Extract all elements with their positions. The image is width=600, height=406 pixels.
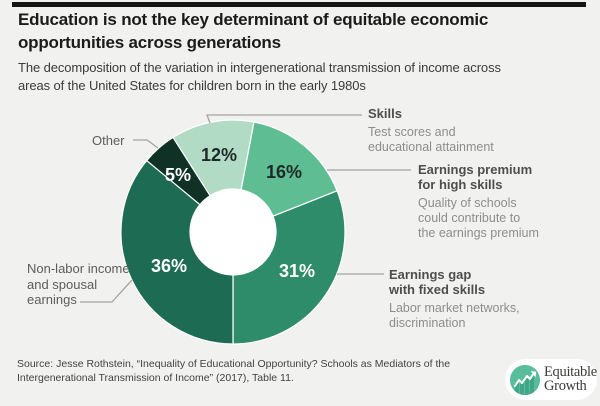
callout-skills-title: Skills bbox=[368, 106, 402, 121]
nonlabor-label: Non-labor income and spousal earnings bbox=[27, 261, 130, 307]
callout-gap: Earnings gap with fixed skills Labor mar… bbox=[389, 267, 559, 331]
leader-line-nonlabor bbox=[80, 279, 133, 303]
donut-hole bbox=[190, 189, 276, 275]
pie-slice-nonlabor bbox=[120, 160, 234, 345]
slice-percent-nonlabor: 36% bbox=[151, 256, 187, 276]
equitable-growth-logo: Equitable Growth bbox=[505, 359, 597, 400]
accent-bar bbox=[12, 2, 586, 7]
slice-percent-premium: 16% bbox=[266, 162, 302, 182]
callout-premium-sub: Quality of schools could contribute to t… bbox=[418, 196, 539, 240]
pie-slice-earnings-premium bbox=[240, 121, 338, 217]
slice-percent-other: 5% bbox=[165, 165, 191, 185]
callout-premium: Earnings premium for high skills Quality… bbox=[418, 162, 578, 241]
callout-gap-sub: Labor market networks, discrimination bbox=[389, 301, 520, 330]
slice-percent-skills: 12% bbox=[201, 145, 237, 165]
callout-skills: Skills Test scores and educational attai… bbox=[368, 106, 528, 155]
other-label: Other bbox=[92, 133, 125, 148]
callout-gap-title: Earnings gap with fixed skills bbox=[389, 267, 486, 297]
callout-premium-title: Earnings premium for high skills bbox=[418, 162, 533, 192]
leader-line-skills bbox=[206, 114, 362, 124]
logo-wordmark: Equitable Growth bbox=[544, 364, 597, 394]
source-note: Source: Jesse Rothstein, “Inequality of … bbox=[17, 358, 451, 384]
leader-line-other bbox=[133, 139, 159, 149]
callout-skills-sub: Test scores and educational attainment bbox=[368, 125, 494, 154]
slice-percent-gap: 31% bbox=[279, 261, 315, 281]
page-title: Education is not the key determinant of … bbox=[18, 10, 489, 52]
pie-slice-other bbox=[146, 136, 211, 206]
page-subtitle: The decomposition of the variation in in… bbox=[18, 60, 501, 93]
pie-slice-earnings-gap bbox=[232, 190, 346, 345]
growth-chart-icon bbox=[510, 364, 540, 395]
